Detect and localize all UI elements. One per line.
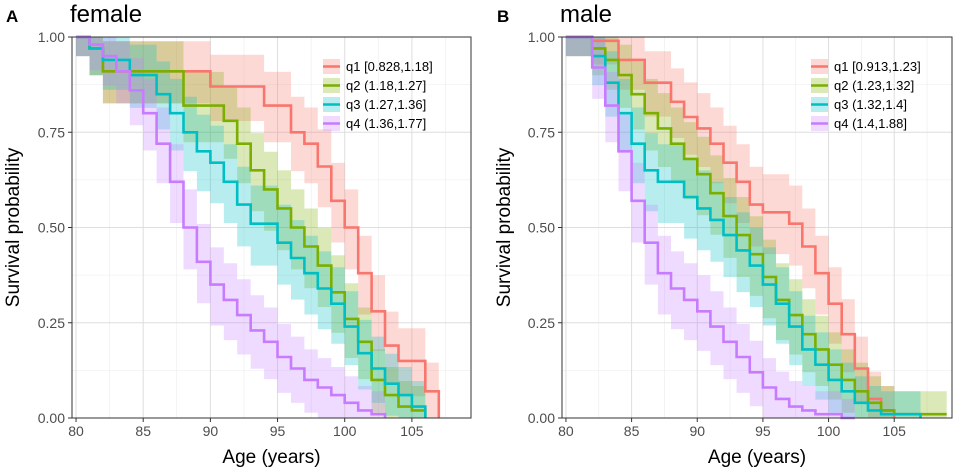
ci-band-2 <box>76 37 426 418</box>
legend-label: q4 (1.4,1.88] <box>834 116 907 131</box>
y-tick-label: 0.00 <box>38 410 65 426</box>
panel-letter-b: B <box>497 7 509 26</box>
panel-female: A female 80 85 90 95 100 105 0.00 0.25 0.50 0.75… <box>3 1 472 468</box>
survival-curves <box>76 35 441 418</box>
panel-letter-a: A <box>6 7 18 26</box>
x-tick-label: 80 <box>68 423 84 439</box>
survival-curve-q3 <box>565 35 922 418</box>
x-tick-label: 85 <box>624 423 640 439</box>
x-tick-label: 90 <box>689 423 705 439</box>
x-tick-label: 100 <box>333 423 357 439</box>
panel-title-female: female <box>70 1 142 28</box>
x-tick-label: 80 <box>558 423 574 439</box>
ci-band-1 <box>565 37 895 418</box>
y-tick-label: 0.50 <box>38 220 65 236</box>
x-tick-label: 95 <box>755 423 771 439</box>
ci-band-3 <box>565 37 921 418</box>
legend-label: q2 (1.18,1.27] <box>346 78 426 93</box>
ci-band-2 <box>565 37 947 418</box>
y-tick-label: 1.00 <box>38 29 65 45</box>
y-tick-label: 0.75 <box>38 124 65 140</box>
y-axis-title: Survival probability <box>3 147 24 307</box>
legend-label: q2 (1.23,1.32] <box>834 78 914 93</box>
ci-band-4 <box>565 37 855 418</box>
legend-label: q3 (1.32,1.4] <box>834 97 907 112</box>
grid-lines <box>562 36 952 419</box>
y-axis-title: Survival probability <box>494 147 515 307</box>
legend-label: q4 (1.36,1.77] <box>346 116 426 131</box>
ci-band-3 <box>76 37 426 418</box>
legend-label: q3 (1.27,1.36] <box>346 97 426 112</box>
survival-curve-q1 <box>565 35 896 418</box>
legend-label: q1 [0.913,1.23] <box>834 59 921 74</box>
survival-curve-q3 <box>76 35 427 418</box>
y-tick-label: 0.50 <box>528 220 555 236</box>
x-axis-ticks: 80 85 90 95 100 105 <box>68 418 424 439</box>
y-axis-ticks: 0.00 0.25 0.50 0.75 1.00 <box>528 29 562 426</box>
x-tick-label: 90 <box>203 423 219 439</box>
x-tick-label: 85 <box>135 423 151 439</box>
x-tick-label: 105 <box>883 423 907 439</box>
ci-band-1 <box>76 37 439 418</box>
survival-curve-q2 <box>565 35 947 416</box>
x-axis-title: Age (years) <box>222 447 320 468</box>
survival-curves <box>565 35 947 420</box>
survival-curve-q4 <box>76 35 387 418</box>
x-tick-label: 95 <box>270 423 286 439</box>
legend-label: q1 [0.828,1.18] <box>346 59 433 74</box>
x-axis-title: Age (years) <box>708 447 806 468</box>
confidence-bands <box>565 37 947 418</box>
y-axis-ticks: 0.00 0.25 0.50 0.75 1.00 <box>38 29 72 426</box>
panel-title-male: male <box>560 1 612 28</box>
confidence-bands <box>76 37 439 418</box>
y-tick-label: 0.75 <box>528 124 555 140</box>
y-tick-label: 1.00 <box>528 29 555 45</box>
x-tick-label: 105 <box>400 423 424 439</box>
panel-male: B male 80 85 90 95 100 105 0.00 0.25 0.50 0.75 1.… <box>494 1 953 468</box>
y-tick-label: 0.00 <box>528 410 555 426</box>
survival-curve-q4 <box>565 35 855 420</box>
y-tick-label: 0.25 <box>38 315 65 331</box>
ci-band-4 <box>76 37 385 418</box>
survival-curve-q1 <box>76 35 441 418</box>
legend: q1 [0.828,1.18] q2 (1.18,1.27] q3 (1.27,1.… <box>323 59 433 131</box>
legend: q1 [0.913,1.23] q2 (1.23,1.32] q3 (1.32,1.… <box>811 59 921 131</box>
x-tick-label: 100 <box>817 423 841 439</box>
y-tick-label: 0.25 <box>528 315 555 331</box>
x-axis-ticks: 80 85 90 95 100 105 <box>558 418 906 439</box>
